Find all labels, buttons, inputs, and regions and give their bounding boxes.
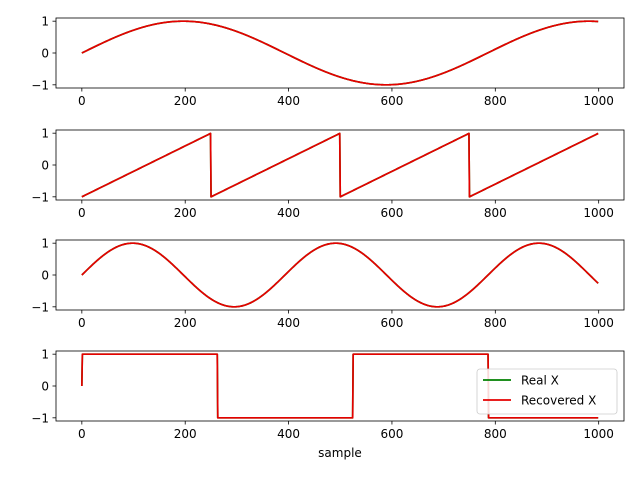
x-tick-label: 0 bbox=[78, 94, 86, 108]
series-line-recovered-x bbox=[81, 242, 599, 308]
series-line-recovered-x bbox=[81, 20, 599, 86]
y-tick-label: 1 bbox=[41, 237, 49, 251]
y-tick-label: −1 bbox=[31, 78, 49, 92]
x-tick-label: 0 bbox=[78, 316, 86, 330]
y-tick-label: 1 bbox=[41, 15, 49, 29]
y-tick-label: −1 bbox=[31, 190, 49, 204]
y-tick-label: −1 bbox=[31, 411, 49, 425]
subplot-1: 1 0 −1 0 200 400 600 800 1000 bbox=[31, 15, 625, 108]
x-tick-label: 400 bbox=[277, 206, 300, 220]
y-tick-label: 1 bbox=[41, 348, 49, 362]
y-tick-label: 0 bbox=[41, 380, 49, 394]
x-tick-label: 800 bbox=[484, 206, 507, 220]
x-tick-label: 200 bbox=[174, 94, 197, 108]
x-tick-label: 600 bbox=[380, 206, 403, 220]
x-tick-label: 600 bbox=[380, 316, 403, 330]
x-tick-label: 600 bbox=[380, 94, 403, 108]
x-tick-label: 400 bbox=[277, 94, 300, 108]
legend-label: Real X bbox=[521, 374, 559, 388]
legend-box bbox=[476, 368, 618, 415]
x-tick-label: 200 bbox=[174, 206, 197, 220]
x-tick-label: 1000 bbox=[583, 316, 614, 330]
subplot-2: 1 0 −1 0 200 400 600 800 1000 bbox=[31, 127, 625, 220]
x-tick-label: 800 bbox=[484, 94, 507, 108]
legend: Real X Recovered X bbox=[476, 368, 618, 415]
x-tick-label: 800 bbox=[484, 427, 507, 441]
y-tick-label: −1 bbox=[31, 300, 49, 314]
x-tick-label: 200 bbox=[174, 316, 197, 330]
x-tick-label: 800 bbox=[484, 316, 507, 330]
x-tick-label: 1000 bbox=[583, 427, 614, 441]
x-tick-label: 1000 bbox=[583, 206, 614, 220]
y-tick-label: 0 bbox=[41, 47, 49, 61]
series-line-recovered-x bbox=[80, 353, 599, 419]
subplot-3: 1 0 −1 0 200 400 600 800 1000 bbox=[31, 237, 625, 330]
y-tick-label: 0 bbox=[41, 159, 49, 173]
x-axis-label: sample bbox=[318, 446, 362, 460]
legend-label: Recovered X bbox=[521, 394, 596, 408]
x-tick-label: 600 bbox=[380, 427, 403, 441]
y-tick-label: 0 bbox=[41, 269, 49, 283]
series-line-recovered-x bbox=[81, 132, 599, 198]
x-tick-label: 1000 bbox=[583, 94, 614, 108]
y-tick-label: 1 bbox=[41, 127, 49, 141]
subplot-4: 1 0 −1 0 200 400 600 800 1000 bbox=[31, 348, 625, 441]
x-tick-label: 400 bbox=[277, 316, 300, 330]
x-tick-label: 200 bbox=[174, 427, 197, 441]
x-tick-label: 0 bbox=[78, 427, 86, 441]
x-tick-label: 0 bbox=[78, 206, 86, 220]
x-tick-label: 400 bbox=[277, 427, 300, 441]
